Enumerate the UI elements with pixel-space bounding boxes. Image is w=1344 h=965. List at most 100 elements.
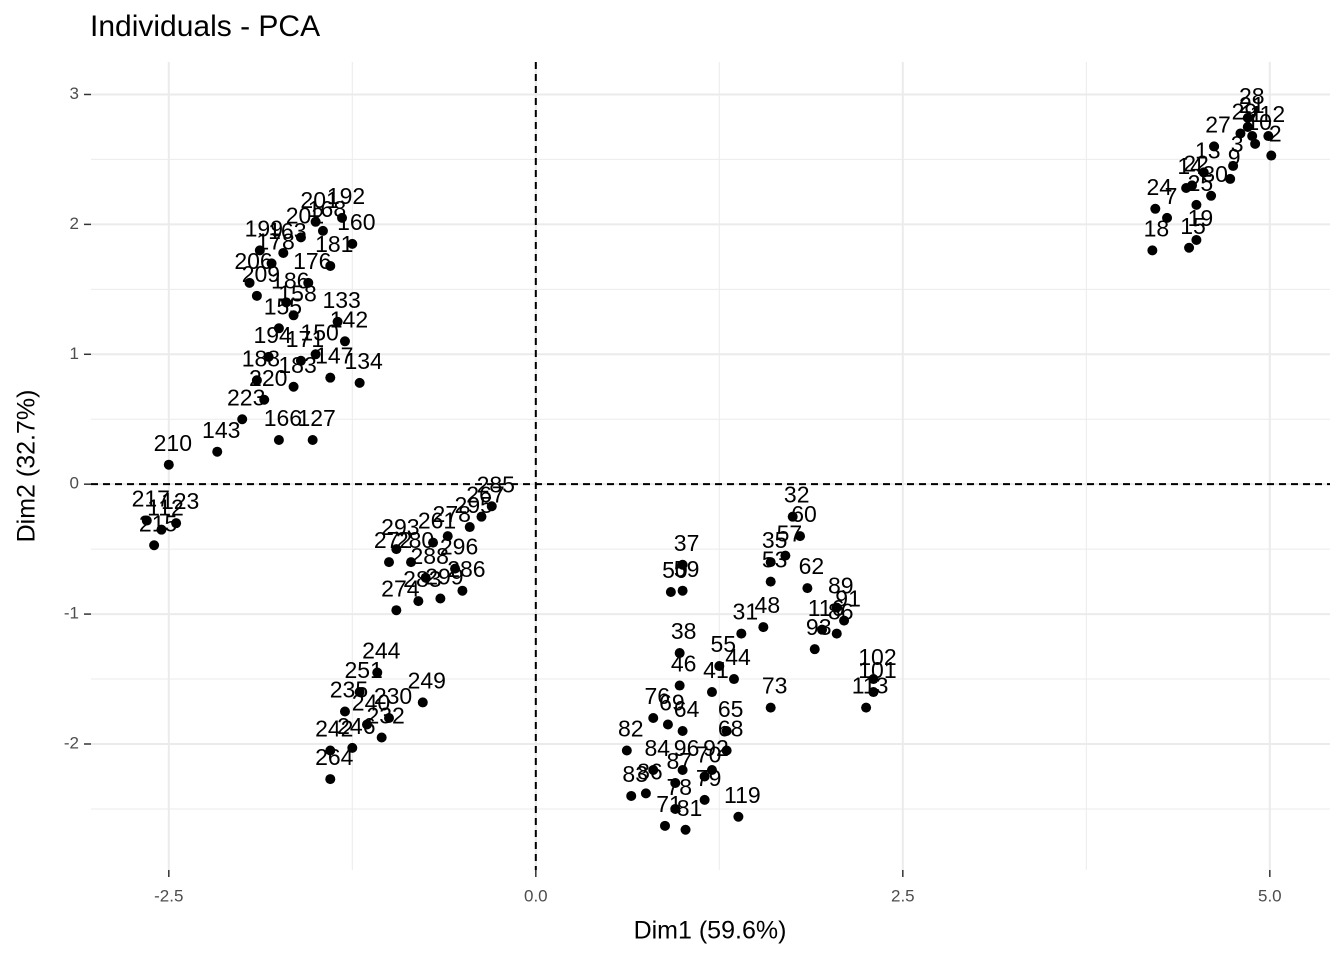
- point: [237, 414, 248, 425]
- point: [1150, 203, 1161, 214]
- point: [266, 258, 277, 269]
- point-label: 70: [696, 742, 722, 768]
- point-label: 1: [1250, 101, 1263, 127]
- point: [1209, 141, 1220, 152]
- point: [384, 713, 395, 724]
- point-label: 14: [1177, 153, 1203, 179]
- point: [325, 372, 336, 383]
- point: [621, 745, 632, 756]
- point: [476, 511, 487, 522]
- point: [868, 687, 879, 698]
- point: [212, 446, 223, 457]
- point: [317, 225, 328, 236]
- y-tick-label: 0: [70, 474, 79, 493]
- point-label: 2: [1269, 121, 1282, 147]
- point: [699, 771, 710, 782]
- point-label: 158: [278, 280, 316, 306]
- point-label: 240: [352, 690, 390, 716]
- point: [354, 687, 365, 698]
- point-label: 32: [784, 482, 810, 508]
- point: [486, 501, 497, 512]
- point-label: 242: [315, 716, 353, 742]
- point-label: 28: [1239, 83, 1265, 109]
- point: [1191, 199, 1202, 210]
- point-label: 202: [286, 202, 324, 228]
- point: [457, 585, 468, 596]
- point-label: 113: [852, 673, 889, 699]
- point-label: 86: [637, 758, 663, 784]
- point: [310, 349, 321, 360]
- point-label: 3: [1231, 131, 1244, 157]
- point: [361, 719, 372, 730]
- point-label: 7: [1165, 183, 1178, 209]
- y-tick-label: 2: [70, 214, 79, 233]
- point-label: 183: [278, 352, 316, 378]
- y-tick-label: 1: [70, 344, 79, 363]
- point: [464, 522, 475, 533]
- point: [354, 377, 365, 388]
- point: [714, 661, 725, 672]
- point: [802, 583, 813, 594]
- point-label: 123: [161, 488, 199, 514]
- point-label: 194: [253, 322, 292, 348]
- y-tick-label: -1: [64, 604, 79, 623]
- point-label: 21: [1239, 92, 1265, 118]
- point: [728, 674, 739, 685]
- point: [347, 238, 358, 249]
- point: [1206, 190, 1217, 201]
- point: [1147, 245, 1158, 256]
- point-label: 76: [644, 683, 670, 709]
- point: [674, 648, 685, 659]
- point-label: 38: [671, 618, 697, 644]
- point-label: 41: [703, 657, 729, 683]
- point: [307, 435, 318, 446]
- point: [273, 323, 284, 334]
- point-label: 150: [300, 319, 338, 345]
- point: [1225, 173, 1236, 184]
- point-label: 101: [858, 657, 896, 683]
- point-label: 288: [411, 543, 449, 569]
- point-label: 206: [234, 248, 272, 274]
- point-label: 223: [227, 384, 265, 410]
- point: [674, 680, 685, 691]
- point: [406, 557, 417, 568]
- point-label: 168: [308, 196, 346, 222]
- point-label: 15: [1180, 213, 1206, 239]
- point-label: 83: [622, 761, 648, 787]
- point: [339, 706, 350, 717]
- point: [831, 602, 842, 613]
- point: [831, 628, 842, 639]
- point-label: 295: [455, 492, 493, 518]
- point: [259, 394, 270, 405]
- point-label: 192: [327, 183, 365, 209]
- point: [677, 585, 688, 596]
- point-label: 64: [674, 696, 700, 722]
- point: [420, 572, 431, 583]
- point-label: 91: [835, 586, 861, 612]
- point: [787, 511, 798, 522]
- point-label: 86: [828, 599, 854, 625]
- point: [1263, 131, 1274, 142]
- point-label: 18: [1144, 215, 1170, 241]
- point: [391, 605, 402, 616]
- point: [141, 515, 152, 526]
- point-label: 73: [762, 673, 788, 699]
- point-label: 19: [1188, 205, 1214, 231]
- point: [809, 644, 820, 655]
- y-axis-label: Dim2 (32.7%): [13, 390, 41, 543]
- point-label: 82: [618, 716, 644, 742]
- point-label: 60: [791, 501, 817, 527]
- point-label: 78: [666, 774, 692, 800]
- point-label: 68: [718, 716, 744, 742]
- point: [861, 702, 872, 713]
- point: [1181, 183, 1192, 194]
- point: [413, 596, 424, 607]
- point-label: 44: [725, 644, 751, 670]
- point-label: 249: [408, 668, 446, 694]
- point: [765, 557, 776, 568]
- point: [1242, 121, 1253, 132]
- point-label: 142: [330, 306, 368, 332]
- point-label: 119: [724, 782, 761, 808]
- x-tick-label: 5.0: [1258, 886, 1282, 905]
